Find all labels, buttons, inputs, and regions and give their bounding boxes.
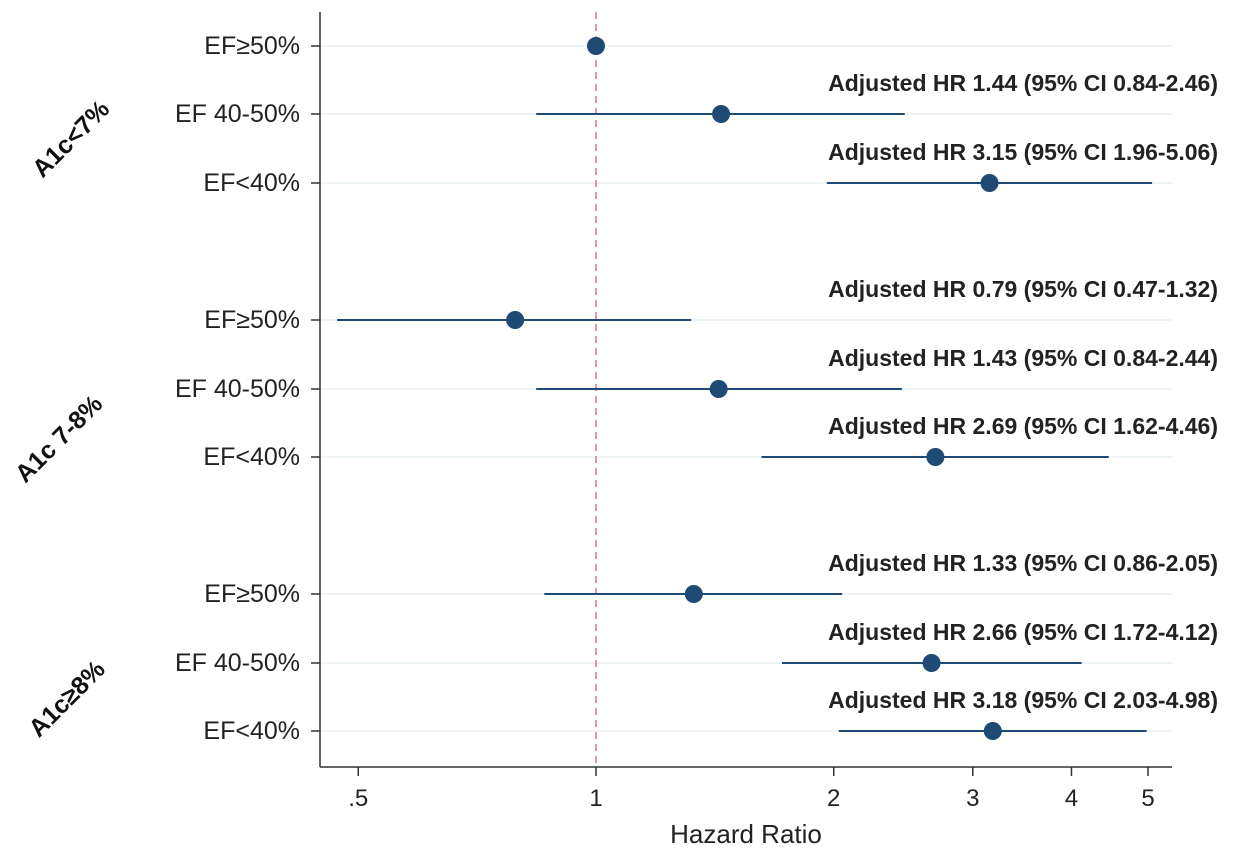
row-label: EF<40% [203,443,300,471]
hr-annotation: Adjusted HR 0.79 (95% CI 0.47-1.32) [828,276,1218,302]
hr-annotation: Adjusted HR 1.33 (95% CI 0.86-2.05) [828,550,1218,576]
hr-marker [983,722,1002,740]
axes: .5 1 2 3 4 5 [311,12,1172,812]
x-axis-title: Hazard Ratio [670,819,822,849]
hr-marker [506,311,525,329]
row-label: EF 40-50% [175,649,300,677]
hr-marker [684,585,703,603]
row-label: EF 40-50% [175,100,300,128]
hr-annotation: Adjusted HR 1.43 (95% CI 0.84-2.44) [828,345,1218,371]
hr-annotation: Adjusted HR 2.66 (95% CI 1.72-4.12) [828,619,1218,645]
hr-annotations: Adjusted HR 1.44 (95% CI 0.84-2.46) Adjus… [828,70,1218,713]
hr-annotation: Adjusted HR 1.44 (95% CI 0.84-2.46) [828,70,1218,96]
hr-marker [587,37,605,55]
x-tick-label: 2 [827,785,840,812]
hr-marker [980,174,999,192]
x-tick-label: 3 [966,785,979,812]
group-labels: A1c<7% A1c 7-8% A1c≥8% [10,95,115,743]
x-tick-label: 5 [1141,785,1154,812]
hr-marker [709,380,728,398]
group-label: A1c<7% [27,95,115,183]
hr-marker [922,654,941,672]
row-label: EF≥50% [204,580,300,608]
row-label: EF<40% [203,717,300,745]
hr-marker [926,448,945,466]
hr-annotation: Adjusted HR 3.18 (95% CI 2.03-4.98) [828,687,1218,713]
hr-marker [712,105,731,123]
x-tick-label: .5 [348,785,368,812]
group-label: A1c≥8% [23,655,110,742]
row-label: EF≥50% [204,306,300,334]
x-tick-label: 4 [1065,785,1078,812]
row-label: EF 40-50% [175,375,300,403]
x-tick-label: 1 [589,785,602,812]
row-labels: EF≥50% EF 40-50% EF<40% EF≥50% EF 40-50% EF<4… [175,32,300,745]
row-label: EF≥50% [204,32,300,60]
group-label: A1c 7-8% [10,390,108,488]
hr-markers [506,37,1002,740]
hr-annotation: Adjusted HR 2.69 (95% CI 1.62-4.46) [828,413,1218,439]
hr-annotation: Adjusted HR 3.15 (95% CI 1.96-5.06) [828,139,1218,165]
row-label: EF<40% [203,169,300,197]
